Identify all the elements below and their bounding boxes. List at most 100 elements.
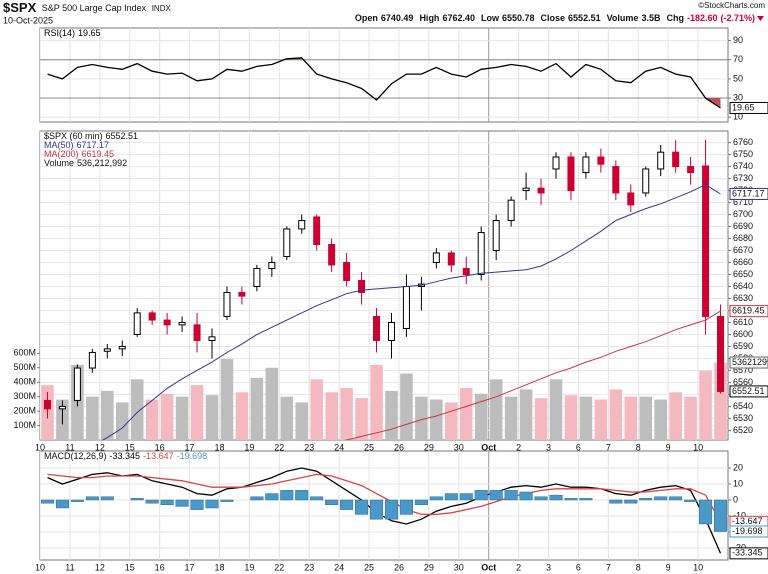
x-tick-label: 24 [334,442,344,452]
histogram-bar [549,494,563,501]
candle-body [133,312,141,335]
candle-body [582,156,590,174]
candle-body [313,216,321,246]
volume-bar [624,396,638,440]
candle-body [283,228,291,258]
value-badge [729,305,768,318]
x-tick-label: 11 [65,442,74,452]
candle-body [537,187,545,194]
x-tick-label: 19 [244,442,254,452]
histogram-bar [429,496,443,501]
volume-bar [474,393,488,440]
candle-body [178,321,186,326]
legend-title: MACD(12,26,9) [44,451,107,461]
quote: Open 6740.49 High 6762.40 Low 6550.78 Close 655… [355,13,755,23]
y-tick-label: 6590 [733,341,753,351]
quote-percent: (-2.71%) [720,13,755,23]
histogram-bar [85,496,99,501]
histogram-bar [100,496,114,501]
y-tick-label: 6650 [733,269,753,279]
y-tick-label: 6530 [733,413,753,423]
volume-tick-label: 600M [13,348,36,358]
candle-body [328,244,336,266]
x-tick-label: 3 [546,442,551,452]
x-tick-label: 26 [394,442,404,452]
quote-value: 3.5B [641,13,661,23]
x-tick-label: 11 [65,562,74,572]
quote-value: 6740.49 [381,13,414,23]
histogram-bar [384,499,399,520]
histogram-bar [713,499,728,532]
value-badge [729,385,768,398]
x-tick-label: 16 [155,442,165,452]
y-tick-label: 6730 [733,173,753,183]
candle-body [687,166,695,174]
histogram-bar [459,493,473,501]
legend-name: RSI(14) [44,28,75,38]
y-tick-label: 6610 [733,317,753,327]
candle-body [627,192,635,206]
x-tick-label: 16 [155,562,165,572]
y-tick-label: 6570 [733,365,753,375]
volume-bar [325,392,338,440]
quote-label: Low [481,13,500,23]
x-tick-label: 10 [35,442,45,452]
series-line [47,473,722,523]
x-tick-label: 19 [244,562,254,572]
histogram-bar [325,499,339,506]
volume-bar [609,389,623,440]
x-tick-label: 29 [424,562,434,572]
quote-value: 6762.40 [442,13,475,23]
volume-tick-label: 400M [13,377,36,387]
x-tick-label: 12 [95,562,105,572]
x-tick-label: 25 [364,562,374,572]
candle-body [387,321,395,341]
panel-frame [39,450,729,561]
plot [40,451,728,560]
y-tick-label: 6700 [733,209,753,219]
candle-body [103,348,111,352]
x-tick-label: 3 [546,562,551,572]
x-tick-label: 26 [394,562,404,572]
volume-bar [669,392,682,440]
candle-body [118,345,126,350]
badge-label: -13.647 [732,516,763,526]
histogram-bar [130,498,144,501]
x-tick-label: 9 [666,442,671,452]
y-tick-label: 70 [733,54,743,64]
legend-value: 6552.51 [106,131,139,141]
legend-title: $SPX (60 min) [44,131,103,141]
legend-name: MA(50) [44,140,74,150]
histogram-bar [504,490,518,501]
volume-tick-label: 100M [13,420,36,430]
y-tick-label: 6680 [733,233,753,243]
volume-bar [235,392,249,440]
candle-body [148,312,156,321]
panel-frame [39,27,729,123]
legend-entry: MA(50) 6717.17 [44,140,109,150]
x-tick-label: 17 [185,442,195,452]
volume-bar [684,396,697,440]
candle-body [373,315,381,341]
x-tick-label: 22 [274,442,284,452]
x-tick-label: 10 [693,562,703,572]
candle-body [612,166,620,194]
exchange: INDX [152,4,172,13]
quote-label: Close [541,13,566,23]
histogram-bar [489,490,503,501]
histogram-bar [699,499,713,525]
histogram-bar [265,493,279,501]
histogram-bar [355,499,369,515]
candle-body [208,336,216,341]
value-badge [729,547,768,560]
value-badge [729,101,768,114]
histogram-bar [190,499,204,510]
volume-bar [265,367,279,440]
plot [40,28,728,122]
quote-value: 6550.78 [502,13,535,23]
candle-body [552,156,560,170]
y-tick-label: 6740 [733,161,753,171]
volume-bar [190,385,204,440]
quote-value: -182.60 [687,13,718,23]
